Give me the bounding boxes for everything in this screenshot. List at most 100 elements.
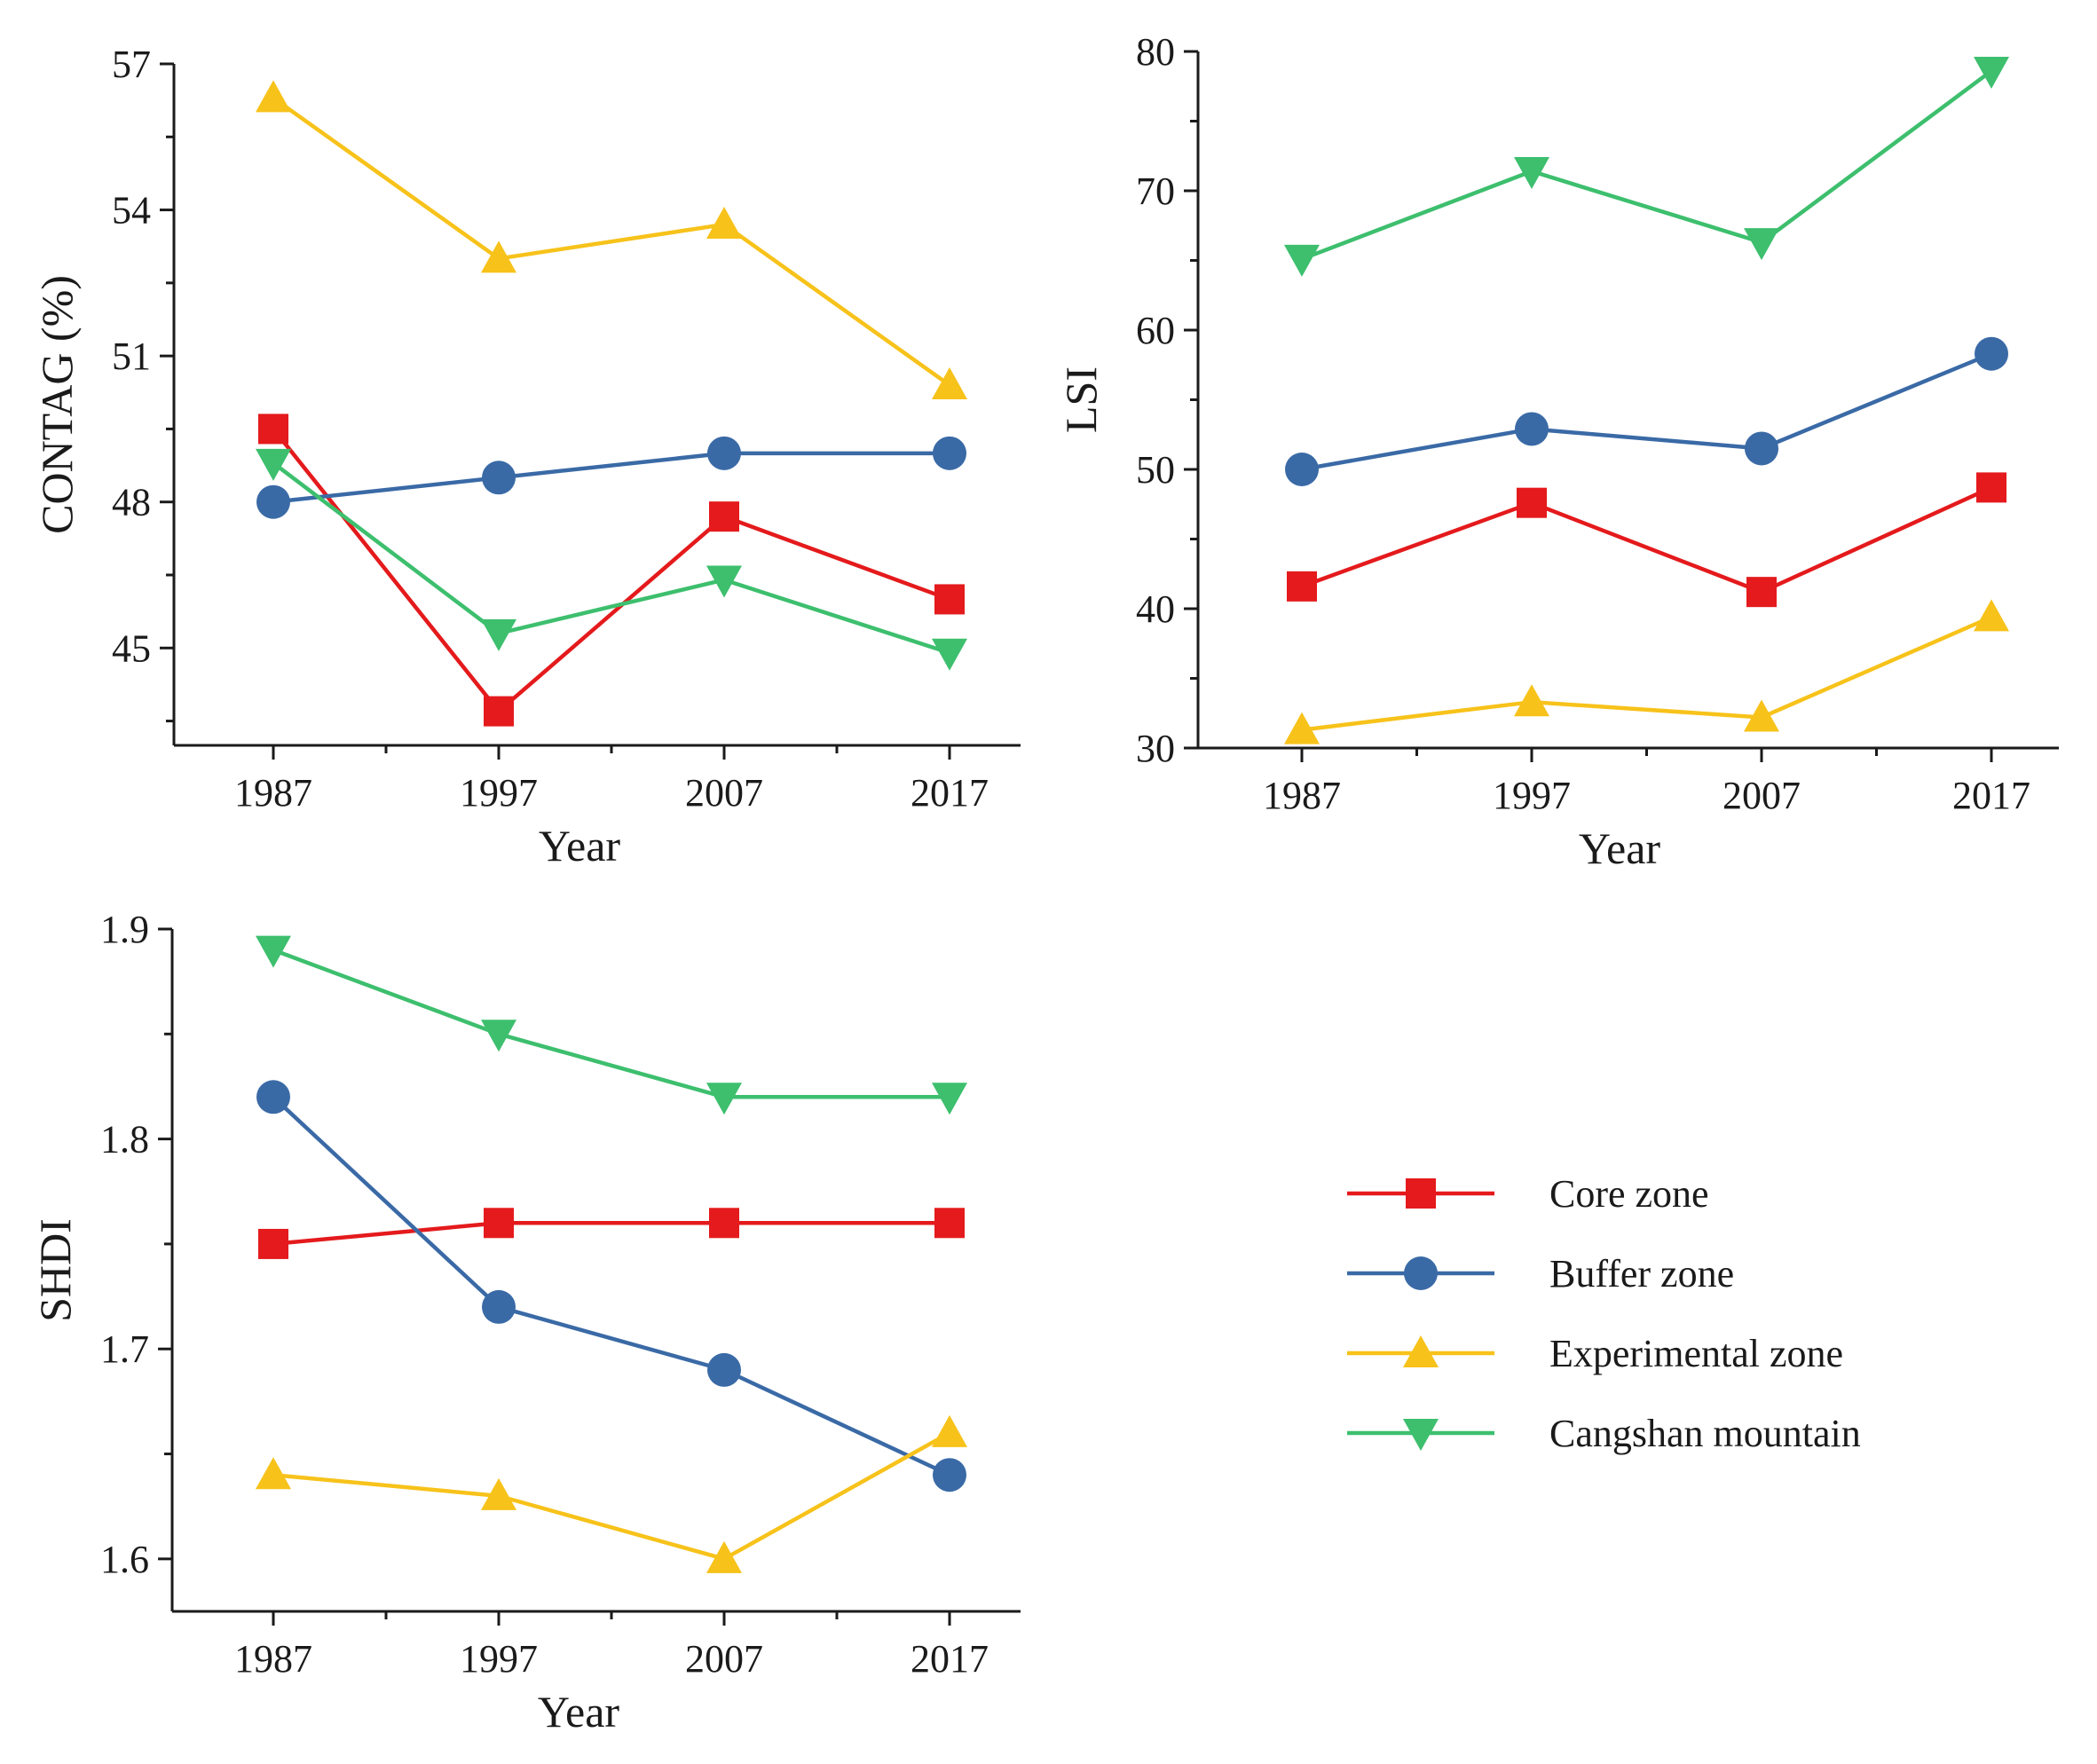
data-point-buffer	[1975, 336, 2008, 371]
data-point-core	[484, 696, 514, 727]
data-point-cangshan	[256, 448, 291, 481]
data-point-experimental	[481, 240, 516, 273]
data-point-cangshan	[1744, 228, 1779, 261]
data-point-cangshan	[1514, 157, 1549, 190]
x-tick-label: 1987	[1263, 774, 1341, 817]
y-tick-label: 48	[112, 481, 151, 524]
data-point-core	[934, 1208, 965, 1239]
series-line-experimental	[272, 1430, 951, 1562]
x-tick-label: 2007	[1723, 774, 1801, 817]
x-tick-label: 1987	[234, 1637, 312, 1681]
x-tick-label: 1997	[460, 1637, 538, 1681]
y-tick-label: 54	[112, 189, 151, 232]
x-tick-label: 2007	[685, 1637, 763, 1681]
data-point-buffer	[256, 484, 290, 519]
x-tick-label: 2017	[1952, 774, 2030, 817]
data-point-core	[1746, 577, 1777, 608]
y-tick-label: 1.6	[100, 1538, 149, 1581]
data-point-cangshan	[1974, 56, 2009, 89]
data-point-core	[484, 1208, 514, 1239]
y-tick-label: 70	[1136, 169, 1175, 213]
data-point-experimental	[1514, 684, 1549, 717]
legend-marker-core	[1406, 1178, 1436, 1209]
legend: Core zone Buffer zone Experimental zone Can…	[1347, 1172, 1861, 1455]
data-point-core	[258, 413, 288, 445]
y-tick-label: 80	[1136, 30, 1175, 74]
series-line-core	[272, 1221, 950, 1247]
y-axis-title: CONTAG (%)	[32, 275, 82, 534]
y-axis-title: LSI	[1056, 366, 1106, 433]
data-point-buffer	[933, 1458, 966, 1492]
series-line-core	[1301, 485, 1992, 595]
series-line-experimental	[272, 96, 951, 387]
x-axis-title: Year	[539, 821, 620, 870]
x-tick-label: 2007	[685, 771, 763, 815]
chart-contag: 45 48 51 54 57 1987 1997 2007 2017 Year CONTAG (%)	[32, 43, 1021, 870]
data-point-experimental	[932, 367, 967, 400]
data-point-core	[934, 584, 965, 615]
data-point-buffer	[707, 436, 741, 470]
chart-shdi: 1.6 1.7 1.8 1.9 1987 1997 2007 2017 Year SHDI	[30, 908, 1021, 1736]
data-point-cangshan	[706, 1083, 742, 1115]
y-tick-label: 1.8	[100, 1118, 149, 1162]
y-axis-title: SHDI	[30, 1218, 80, 1322]
y-tick-label: 50	[1136, 448, 1175, 492]
chart-lsi: 30 40 50 60 70 80 1987 1997 2007 2017 Year LSI	[1056, 30, 2059, 873]
y-tick-label: 51	[112, 335, 151, 378]
series-line-core	[272, 428, 950, 713]
legend-marker-buffer	[1404, 1256, 1438, 1290]
data-point-cangshan	[481, 1020, 516, 1052]
data-point-cangshan	[481, 618, 516, 651]
data-point-buffer	[1515, 412, 1549, 446]
legend-label-cangshan: Cangshan mountain	[1549, 1412, 1861, 1455]
data-point-core	[1517, 487, 1547, 518]
y-tick-label: 1.9	[100, 908, 149, 951]
data-point-core	[1976, 472, 2006, 503]
data-point-experimental	[1974, 599, 2009, 632]
data-point-experimental	[1744, 699, 1779, 732]
y-tick-label: 40	[1136, 587, 1175, 631]
x-tick-label: 2017	[911, 771, 989, 815]
data-point-experimental	[1284, 712, 1320, 744]
data-point-buffer	[256, 1080, 290, 1114]
legend-label-core: Core zone	[1549, 1172, 1709, 1216]
data-point-cangshan	[256, 935, 291, 968]
data-point-cangshan	[932, 638, 967, 671]
y-tick-label: 57	[112, 43, 151, 86]
series-line-cangshan	[272, 948, 950, 1099]
legend-marker-cangshan	[1403, 1419, 1439, 1451]
y-tick-label: 45	[112, 626, 151, 670]
data-point-cangshan	[932, 1083, 967, 1115]
data-point-experimental	[932, 1414, 967, 1447]
data-point-experimental	[256, 1457, 291, 1490]
x-tick-label: 1997	[1493, 774, 1571, 817]
data-point-buffer	[1285, 453, 1319, 486]
data-point-cangshan	[706, 565, 742, 598]
data-point-core	[709, 1208, 739, 1239]
y-tick-label: 1.7	[100, 1327, 149, 1371]
x-tick-label: 1987	[234, 771, 312, 815]
data-point-buffer	[707, 1352, 741, 1387]
series-line-buffer	[272, 451, 950, 504]
legend-label-experimental: Experimental zone	[1549, 1332, 1843, 1375]
legend-label-buffer: Buffer zone	[1549, 1252, 1734, 1295]
data-point-cangshan	[1284, 244, 1320, 277]
data-point-buffer	[1745, 431, 1778, 466]
series-line-buffer	[272, 1095, 950, 1477]
legend-marker-experimental	[1403, 1335, 1439, 1367]
data-point-experimental	[481, 1477, 516, 1510]
x-tick-label: 1997	[460, 771, 538, 815]
x-tick-label: 2017	[911, 1637, 989, 1681]
series-line-cangshan	[272, 461, 950, 655]
y-tick-label: 60	[1136, 309, 1175, 352]
data-point-core	[709, 501, 739, 532]
data-point-experimental	[706, 207, 742, 240]
series-line-experimental	[1301, 615, 1992, 732]
x-axis-title: Year	[538, 1687, 619, 1736]
data-point-buffer	[482, 461, 516, 495]
data-point-core	[1287, 571, 1317, 602]
data-point-buffer	[933, 436, 966, 470]
series-line-cangshan	[1301, 69, 1993, 262]
